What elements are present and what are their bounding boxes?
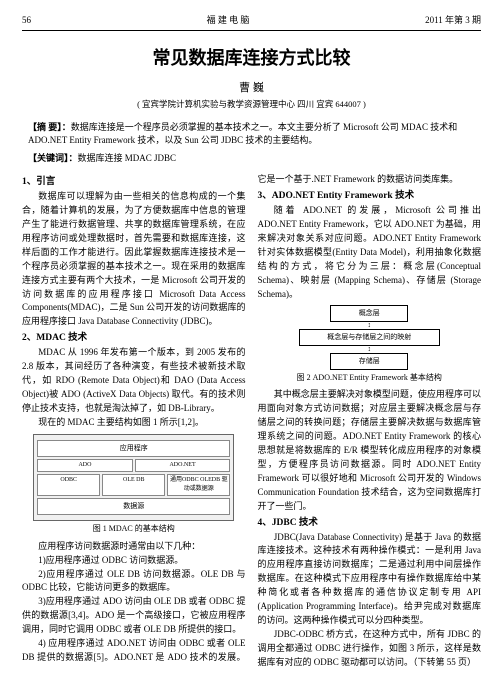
updown-arrow-icon: ↕ [291, 346, 447, 353]
abstract-text: 数据库连接是一个程序员必须掌握的基本技术之一。本文主要分析了 Microsoft… [28, 122, 457, 146]
fig1-driver: 通用ODBC OLEDB 驱动或数据源 [167, 474, 230, 497]
section-4-title: 4、JDBC 技术 [258, 516, 482, 531]
section-2-item-1: 1)应用程序通过 ODBC 访问数据源。 [22, 554, 246, 568]
page-number: 56 [22, 14, 31, 28]
section-4-para-1: JDBC(Java Database Connectivity) 是基于 Jav… [258, 531, 482, 629]
section-3-para-1: 随着 ADO.NET 的发展，Microsoft 公司推出 ADO.NET En… [258, 204, 482, 302]
updown-arrow-icon: ↕ [291, 322, 447, 329]
figure-1-caption: 图 1 MDAC 的基本结构 [22, 523, 246, 535]
fig1-oledb: OLE DB [102, 474, 165, 497]
fig1-adonet: ADO.NET [135, 459, 231, 472]
figure-2-caption: 图 2 ADO.NET Entity Framework 基本结构 [258, 372, 482, 384]
section-1-title: 1、引言 [22, 175, 246, 190]
fig2-layer-2: 概念层与存储层之间的映射 [299, 329, 440, 346]
section-1-para: 数据库可以理解为由一些相关的信息构成的一个集合，随着计算机的发展，为了方便数据库… [22, 190, 246, 329]
paper-title: 常见数据库连接方式比较 [22, 45, 481, 72]
issue: 2011 年第 3 期 [425, 14, 481, 28]
fig1-datasource: 数据源 [37, 498, 230, 515]
section-4-para-2: JDBC-ODBC 桥方式，在这种方式中，所有 JDBC 的调用全都通过 ODB… [258, 628, 482, 670]
keywords-label: 【关键词】： [28, 153, 78, 163]
fig2-layer-3: 存储层 [330, 353, 408, 370]
section-2-title: 2、MDAC 技术 [22, 331, 246, 346]
section-3-para-2: 其中概念层主要解决对象模型问题，使应用程序可以用面向对象方式访问数据；对应层主要… [258, 388, 482, 513]
section-2-para-2: 现在的 MDAC 主要结构如图 1 所示[1,2]。 [22, 416, 246, 430]
fig2-layer-1: 概念层 [330, 305, 408, 322]
affiliation: ( 宜宾学院计算机实验与教学资源管理中心 四川 宜宾 644007 ) [22, 98, 481, 111]
figure-2: 概念层 ↕ 概念层与存储层之间的映射 ↕ 存储层 图 2 ADO.NET Ent… [258, 305, 482, 384]
journal-name: 福 建 电 脑 [207, 14, 250, 28]
section-2-item-2: 2)应用程序通过 OLE DB 访问数据源。OLE DB 与 ODBC 比较，它… [22, 568, 246, 596]
keywords-text: 数据库连接 MDAC JDBC [78, 153, 177, 163]
section-2-para-1: MDAC 从 1996 年发布第一个版本，到 2005 发布的 2.8 版本，其… [22, 346, 246, 416]
author: 曹 巍 [22, 80, 481, 97]
section-2-para-3: 应用程序访问数据源时通常由以下几种： [22, 540, 246, 554]
fig1-row-app: 应用程序 [37, 440, 230, 457]
section-2-item-3: 3)应用程序通过 ADO 访问由 OLE DB 或者 ODBC 提供的数据源[3… [22, 595, 246, 637]
figure-1: 应用程序 ADO ADO.NET ODBC OLE DB 通用ODBC OLED… [22, 434, 246, 536]
abstract-label: 【摘 要】： [28, 122, 71, 132]
section-3-title: 3、ADO.NET Entity Framework 技术 [258, 189, 482, 204]
fig1-ado: ADO [37, 459, 133, 472]
fig1-odbc: ODBC [37, 474, 100, 497]
